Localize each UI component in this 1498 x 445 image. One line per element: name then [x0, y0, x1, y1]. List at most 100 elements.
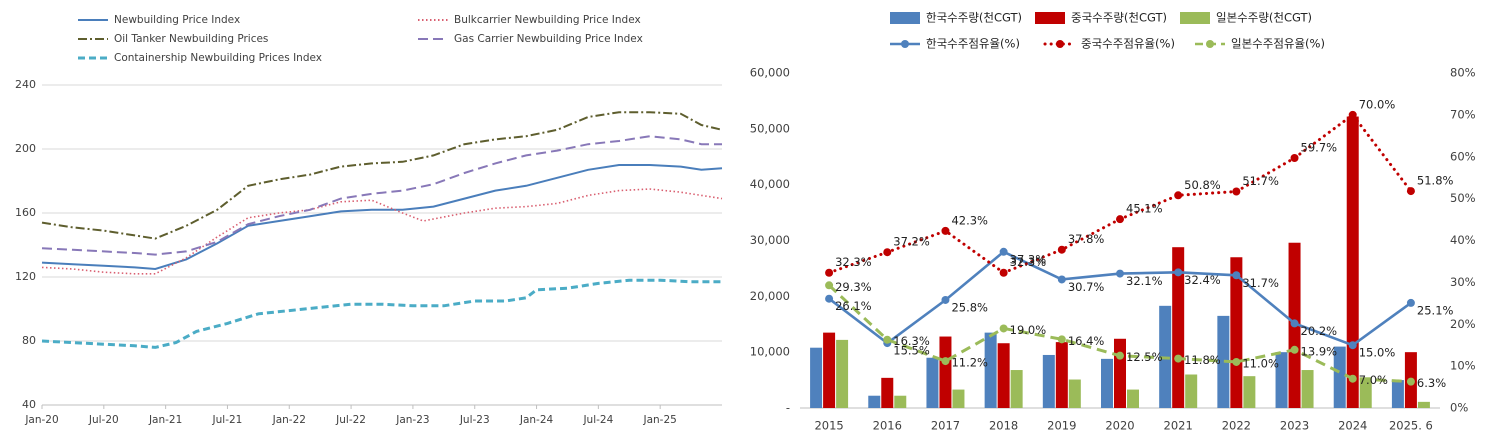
data-label: 50.8% [1184, 178, 1221, 192]
data-label: 37.3% [1010, 252, 1047, 266]
x-tick-label: Jan-25 [643, 414, 677, 426]
y-tick-label: 40,000 [750, 177, 790, 191]
bar [939, 336, 952, 408]
x-tick-label: Jan-23 [395, 414, 429, 426]
share-marker [941, 357, 950, 366]
data-label: 32.4% [1184, 273, 1221, 287]
x-tick-label: Jul-20 [88, 414, 119, 426]
bar [952, 389, 965, 408]
bar [997, 343, 1010, 408]
data-label: 25.8% [951, 300, 988, 314]
y2-tick-label: 80% [1450, 66, 1476, 80]
share-marker [825, 294, 834, 303]
x-tick-label: Jan-22 [272, 414, 306, 426]
data-label: 15.0% [1359, 346, 1396, 360]
y-tick-label: 10,000 [750, 345, 790, 359]
x-tick-label: Jan-24 [519, 414, 554, 426]
x-tick-label: 2019 [1047, 419, 1076, 433]
share-marker [1406, 377, 1415, 386]
y2-tick-label: 10% [1450, 359, 1476, 373]
orders-share-chart: - 10,000 20,000 30,000 40,000 50,000 60,000 0% 1… [750, 11, 1476, 433]
y2-tick-label: 40% [1450, 233, 1476, 247]
y-tick-label: 40 [22, 398, 36, 411]
x-tick-label: Jul-22 [335, 414, 366, 426]
bar [1230, 257, 1243, 408]
share-marker [883, 335, 892, 344]
share-marker [999, 247, 1008, 256]
data-label: 32.1% [1126, 274, 1163, 288]
data-label: 42.3% [951, 213, 988, 227]
share-marker [1290, 319, 1299, 328]
x-tick-label: 2022 [1222, 419, 1251, 433]
legend-label: 일본수주량(천CGT) [1216, 11, 1312, 25]
y-tick-label: 120 [15, 270, 36, 283]
x-tick-label: Jul-23 [459, 414, 490, 426]
share-marker [941, 226, 950, 235]
bar [810, 347, 823, 408]
data-label: 31.7% [1242, 276, 1279, 290]
legend-marker [1056, 40, 1064, 48]
bar [881, 377, 894, 408]
bar [1217, 315, 1230, 408]
legend-label: 한국수주량(천CGT) [926, 11, 1022, 25]
share-marker [1290, 345, 1299, 354]
y2-tick-label: 60% [1450, 149, 1476, 163]
data-label: 29.3% [835, 280, 872, 294]
series-line [41, 111, 723, 240]
bar [836, 339, 849, 408]
x-tick-label: Jul-24 [582, 414, 613, 426]
share-marker [941, 295, 950, 304]
share-marker [1057, 245, 1066, 254]
share-marker [825, 268, 834, 277]
share-marker [999, 268, 1008, 277]
series-line [41, 164, 723, 271]
legend-label: Newbuilding Price Index [114, 14, 240, 26]
share-marker [1232, 357, 1241, 366]
share-marker [1174, 268, 1183, 277]
y-tick-label: - [786, 401, 790, 415]
x-tick-label: 2018 [989, 419, 1018, 433]
y2-tick-label: 30% [1450, 275, 1476, 289]
share-marker [1174, 354, 1183, 363]
data-label: 45.1% [1126, 202, 1163, 216]
data-label: 15.5% [893, 344, 930, 358]
data-label: 32.3% [835, 255, 872, 269]
data-label: 70.0% [1359, 97, 1396, 111]
y-tick-label: 160 [15, 206, 36, 219]
share-marker [1116, 269, 1124, 278]
share-line [827, 112, 1413, 275]
legend-marker [901, 40, 909, 48]
legend-swatch [1035, 12, 1065, 24]
x-tick-label: Jan-21 [148, 414, 182, 426]
bar [1068, 379, 1081, 408]
series-line [41, 278, 722, 349]
x-tick-label: Jan-20 [24, 414, 58, 426]
share-marker [1057, 335, 1066, 344]
share-marker [1406, 187, 1415, 196]
x-tick-label: 2023 [1280, 419, 1309, 433]
bar [1172, 247, 1185, 408]
bar [894, 395, 907, 408]
x-tick-label: 2024 [1338, 419, 1367, 433]
bar [1127, 389, 1139, 408]
data-label: 37.2% [893, 235, 930, 249]
share-marker [1116, 351, 1124, 360]
share-marker [825, 281, 834, 290]
x-tick-label: 2021 [1164, 419, 1193, 433]
share-marker [1174, 191, 1183, 200]
bar [1114, 338, 1126, 408]
share-marker [999, 324, 1008, 333]
share-marker [1057, 275, 1066, 284]
bar [1391, 380, 1404, 408]
y-tick-label: 80 [22, 334, 36, 347]
bar [1275, 352, 1288, 408]
bar [1042, 354, 1055, 408]
data-label: 19.0% [1010, 323, 1047, 337]
bar [1417, 401, 1430, 408]
data-label: 16.4% [1068, 334, 1105, 348]
x-tick-label: 2016 [873, 419, 902, 433]
bar [1010, 370, 1023, 408]
share-marker [1348, 341, 1357, 350]
y-tick-label: 30,000 [750, 233, 790, 247]
data-label: 11.8% [1184, 353, 1221, 367]
